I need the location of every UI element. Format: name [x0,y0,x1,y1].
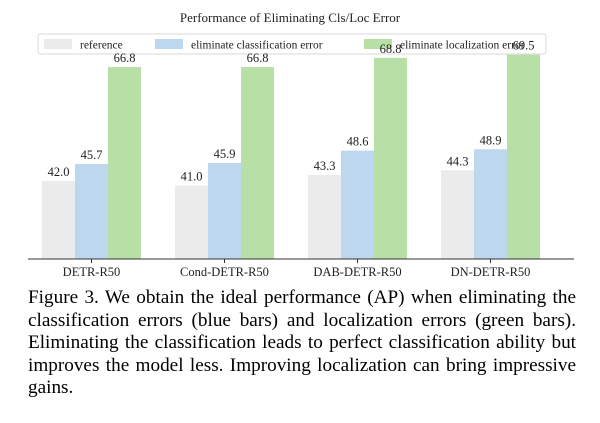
bar-2-1 [341,150,374,259]
legend-label-1: eliminate classification error [191,40,323,52]
x-tick-label-2: DAB-DETR-R50 [313,265,401,279]
chart-legend: reference eliminate classification error e… [37,33,547,55]
value-label-3-1: 48.9 [480,133,502,147]
value-label-2-2: 68.8 [380,42,402,56]
value-label-0-2: 66.8 [114,51,136,65]
value-label-0-0: 42.0 [48,165,70,179]
bar-1-2 [241,67,274,260]
value-label-1-0: 41.0 [181,170,203,184]
value-label-1-1: 45.9 [214,147,236,161]
bar-3-2 [507,54,540,259]
bar-chart-figure: Performance of Eliminating Cls/Loc Error… [28,10,574,279]
figure-caption: Figure 3. We obtain the ideal performanc… [28,287,576,398]
value-label-3-0: 44.3 [447,154,469,168]
value-label-0-1: 45.7 [81,148,103,162]
bar-3-1 [474,149,507,259]
x-tick-label-0: DETR-R50 [63,265,121,279]
bar-2-2 [374,57,407,260]
bar-0-1 [75,163,108,259]
bar-1-1 [208,163,241,259]
legend-swatch-1 [155,39,183,49]
value-label-3-2: 69.5 [513,39,535,53]
bar-3-0 [441,170,474,259]
plot-area: 42.0 45.7 66.8 DETR-R50 41.0 45.9 66.8 Cond-DET… [28,39,574,279]
bar-2-0 [308,174,341,259]
legend-swatch-2 [364,39,392,49]
x-tick-label-3: DN-DETR-R50 [451,265,531,279]
bar-1-0 [175,185,208,259]
value-label-2-0: 43.3 [314,159,336,173]
bar-0-2 [108,67,141,260]
legend-label-2: eliminate localization error [400,40,525,52]
value-label-1-2: 66.8 [247,51,269,65]
bar-chart: Performance of Eliminating Cls/Loc Error… [28,10,574,279]
chart-title: Performance of Eliminating Cls/Loc Error [180,10,401,25]
x-tick-label-1: Cond-DETR-R50 [180,265,269,279]
bar-0-0 [42,180,75,259]
legend-frame [37,33,547,55]
value-label-2-1: 48.6 [347,135,369,149]
legend-swatch-0 [44,39,72,49]
legend-label-0: reference [80,40,123,52]
